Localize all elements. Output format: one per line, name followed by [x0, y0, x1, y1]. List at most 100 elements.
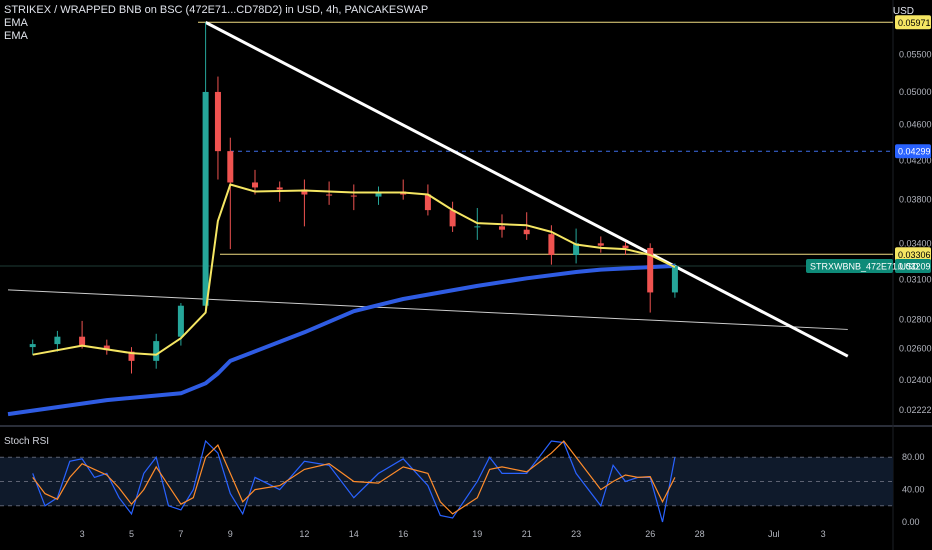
ema-fast-line [32, 183, 676, 356]
price-tick-label: 0.03800 [899, 195, 932, 205]
symbol-badge-bg [806, 258, 893, 273]
price-badge-label: 0.05971 [898, 18, 931, 28]
candle-body [474, 226, 481, 228]
candle-body [29, 344, 36, 348]
candle-body [647, 247, 654, 293]
price-tick-label: 0.03100 [899, 275, 932, 285]
chart-title: STRIKEX / WRAPPED BNB on BSC (472E71...C… [4, 4, 429, 16]
price-badge-label: 0.03306 [898, 250, 931, 260]
candle[interactable] [79, 320, 86, 349]
descending-trendline[interactable] [204, 21, 849, 358]
candle-body [597, 243, 604, 246]
candle[interactable] [597, 236, 604, 253]
candle-body [375, 191, 382, 197]
candle[interactable] [499, 214, 505, 238]
candle-body [153, 341, 160, 361]
candle[interactable] [573, 228, 580, 264]
price-badge[interactable]: 0.03306 [895, 247, 931, 262]
time-tick-label: Jul [768, 529, 780, 539]
price-tick-label: 0.04600 [899, 120, 932, 130]
stoch-tick-label: 0.00 [902, 517, 920, 527]
candle-body [671, 265, 678, 293]
time-tick-label: 3 [821, 529, 826, 539]
currency-label[interactable]: USD [892, 6, 914, 17]
time-tick-label: 5 [129, 529, 134, 539]
price-badge-label: 0.03209 [898, 261, 931, 271]
candle[interactable] [301, 179, 308, 227]
candle[interactable] [29, 339, 36, 355]
time-tick-label: 14 [349, 529, 359, 539]
time-tick-label: 28 [695, 529, 705, 539]
price-badge-bg [895, 144, 931, 159]
price-badge-label: 0.04299 [898, 147, 931, 157]
candle-body [622, 245, 629, 248]
candle-body [128, 351, 135, 361]
price-tick-label: 0.05000 [899, 87, 932, 97]
ema-legend-1[interactable]: EMA [4, 17, 28, 29]
price-tick-label: 0.02400 [899, 375, 932, 385]
candle[interactable] [153, 333, 160, 369]
stoch-k-line [32, 439, 676, 523]
price-tick-label: 0.02800 [899, 315, 932, 325]
candle[interactable] [449, 201, 456, 232]
stoch-tick-label: 40.00 [902, 485, 925, 495]
candle[interactable] [202, 22, 209, 313]
price-tick-label: 0.03400 [899, 238, 932, 248]
candle[interactable] [128, 347, 135, 374]
lower-trendline[interactable] [7, 289, 848, 330]
candle-body [252, 182, 258, 188]
ema-slow-line [7, 263, 675, 417]
candle-body [177, 305, 184, 337]
time-tick-label: 3 [80, 529, 85, 539]
candle-body [301, 189, 308, 195]
time-tick-label: 19 [472, 529, 482, 539]
candle-body [276, 187, 283, 190]
time-tick-label: 12 [299, 529, 309, 539]
price-tick-label: 0.05500 [899, 50, 932, 60]
stoch-band-fill [0, 457, 893, 506]
price-tick-label: 0.02222 [899, 405, 932, 415]
candle-body [350, 195, 357, 197]
candle-body [227, 151, 234, 183]
candle-body [523, 229, 530, 235]
chart-legend: STRIKEX / WRAPPED BNB on BSC (472E71...C… [4, 4, 428, 43]
candle-body [103, 345, 110, 351]
candle[interactable] [671, 263, 678, 298]
candle[interactable] [252, 169, 258, 195]
candle[interactable] [227, 137, 234, 250]
time-tick-label: 7 [178, 529, 183, 539]
stoch-rsi-label[interactable]: Stoch RSI [4, 436, 50, 447]
price-badge[interactable]: 0.03209 [895, 258, 931, 273]
candle-body [499, 226, 505, 230]
candle-body [573, 243, 580, 256]
time-tick-label: 16 [398, 529, 408, 539]
candle[interactable] [424, 184, 431, 216]
candle[interactable] [350, 184, 357, 211]
candle[interactable] [375, 186, 382, 205]
ema-legend-2[interactable]: EMA [4, 30, 28, 42]
candle[interactable] [214, 76, 221, 180]
candle[interactable] [326, 181, 333, 205]
time-tick-label: 9 [228, 529, 233, 539]
price-badge[interactable]: 0.04299 [895, 144, 931, 159]
symbol-badge-label: STRXWBNB_472E71.USD [810, 261, 919, 271]
candle-body [202, 91, 209, 306]
price-badge-bg [895, 258, 931, 273]
stoch-tick-label: 80.00 [902, 452, 925, 462]
time-tick-label: 26 [645, 529, 655, 539]
candle[interactable] [103, 339, 110, 355]
symbol-badge[interactable]: STRXWBNB_472E71.USD [806, 258, 919, 273]
price-tick-label: 0.02600 [899, 344, 932, 354]
candle[interactable] [400, 179, 407, 200]
price-tick-label: 0.04200 [899, 155, 932, 165]
price-badge[interactable]: 0.05971 [895, 15, 931, 30]
candle[interactable] [54, 330, 61, 352]
price-badge-bg [895, 247, 931, 262]
candle-body [214, 91, 221, 152]
candle-body [79, 336, 86, 346]
candle-body [326, 194, 333, 196]
candle-body [424, 194, 431, 211]
time-tick-label: 23 [571, 529, 581, 539]
candle-body [54, 336, 61, 345]
